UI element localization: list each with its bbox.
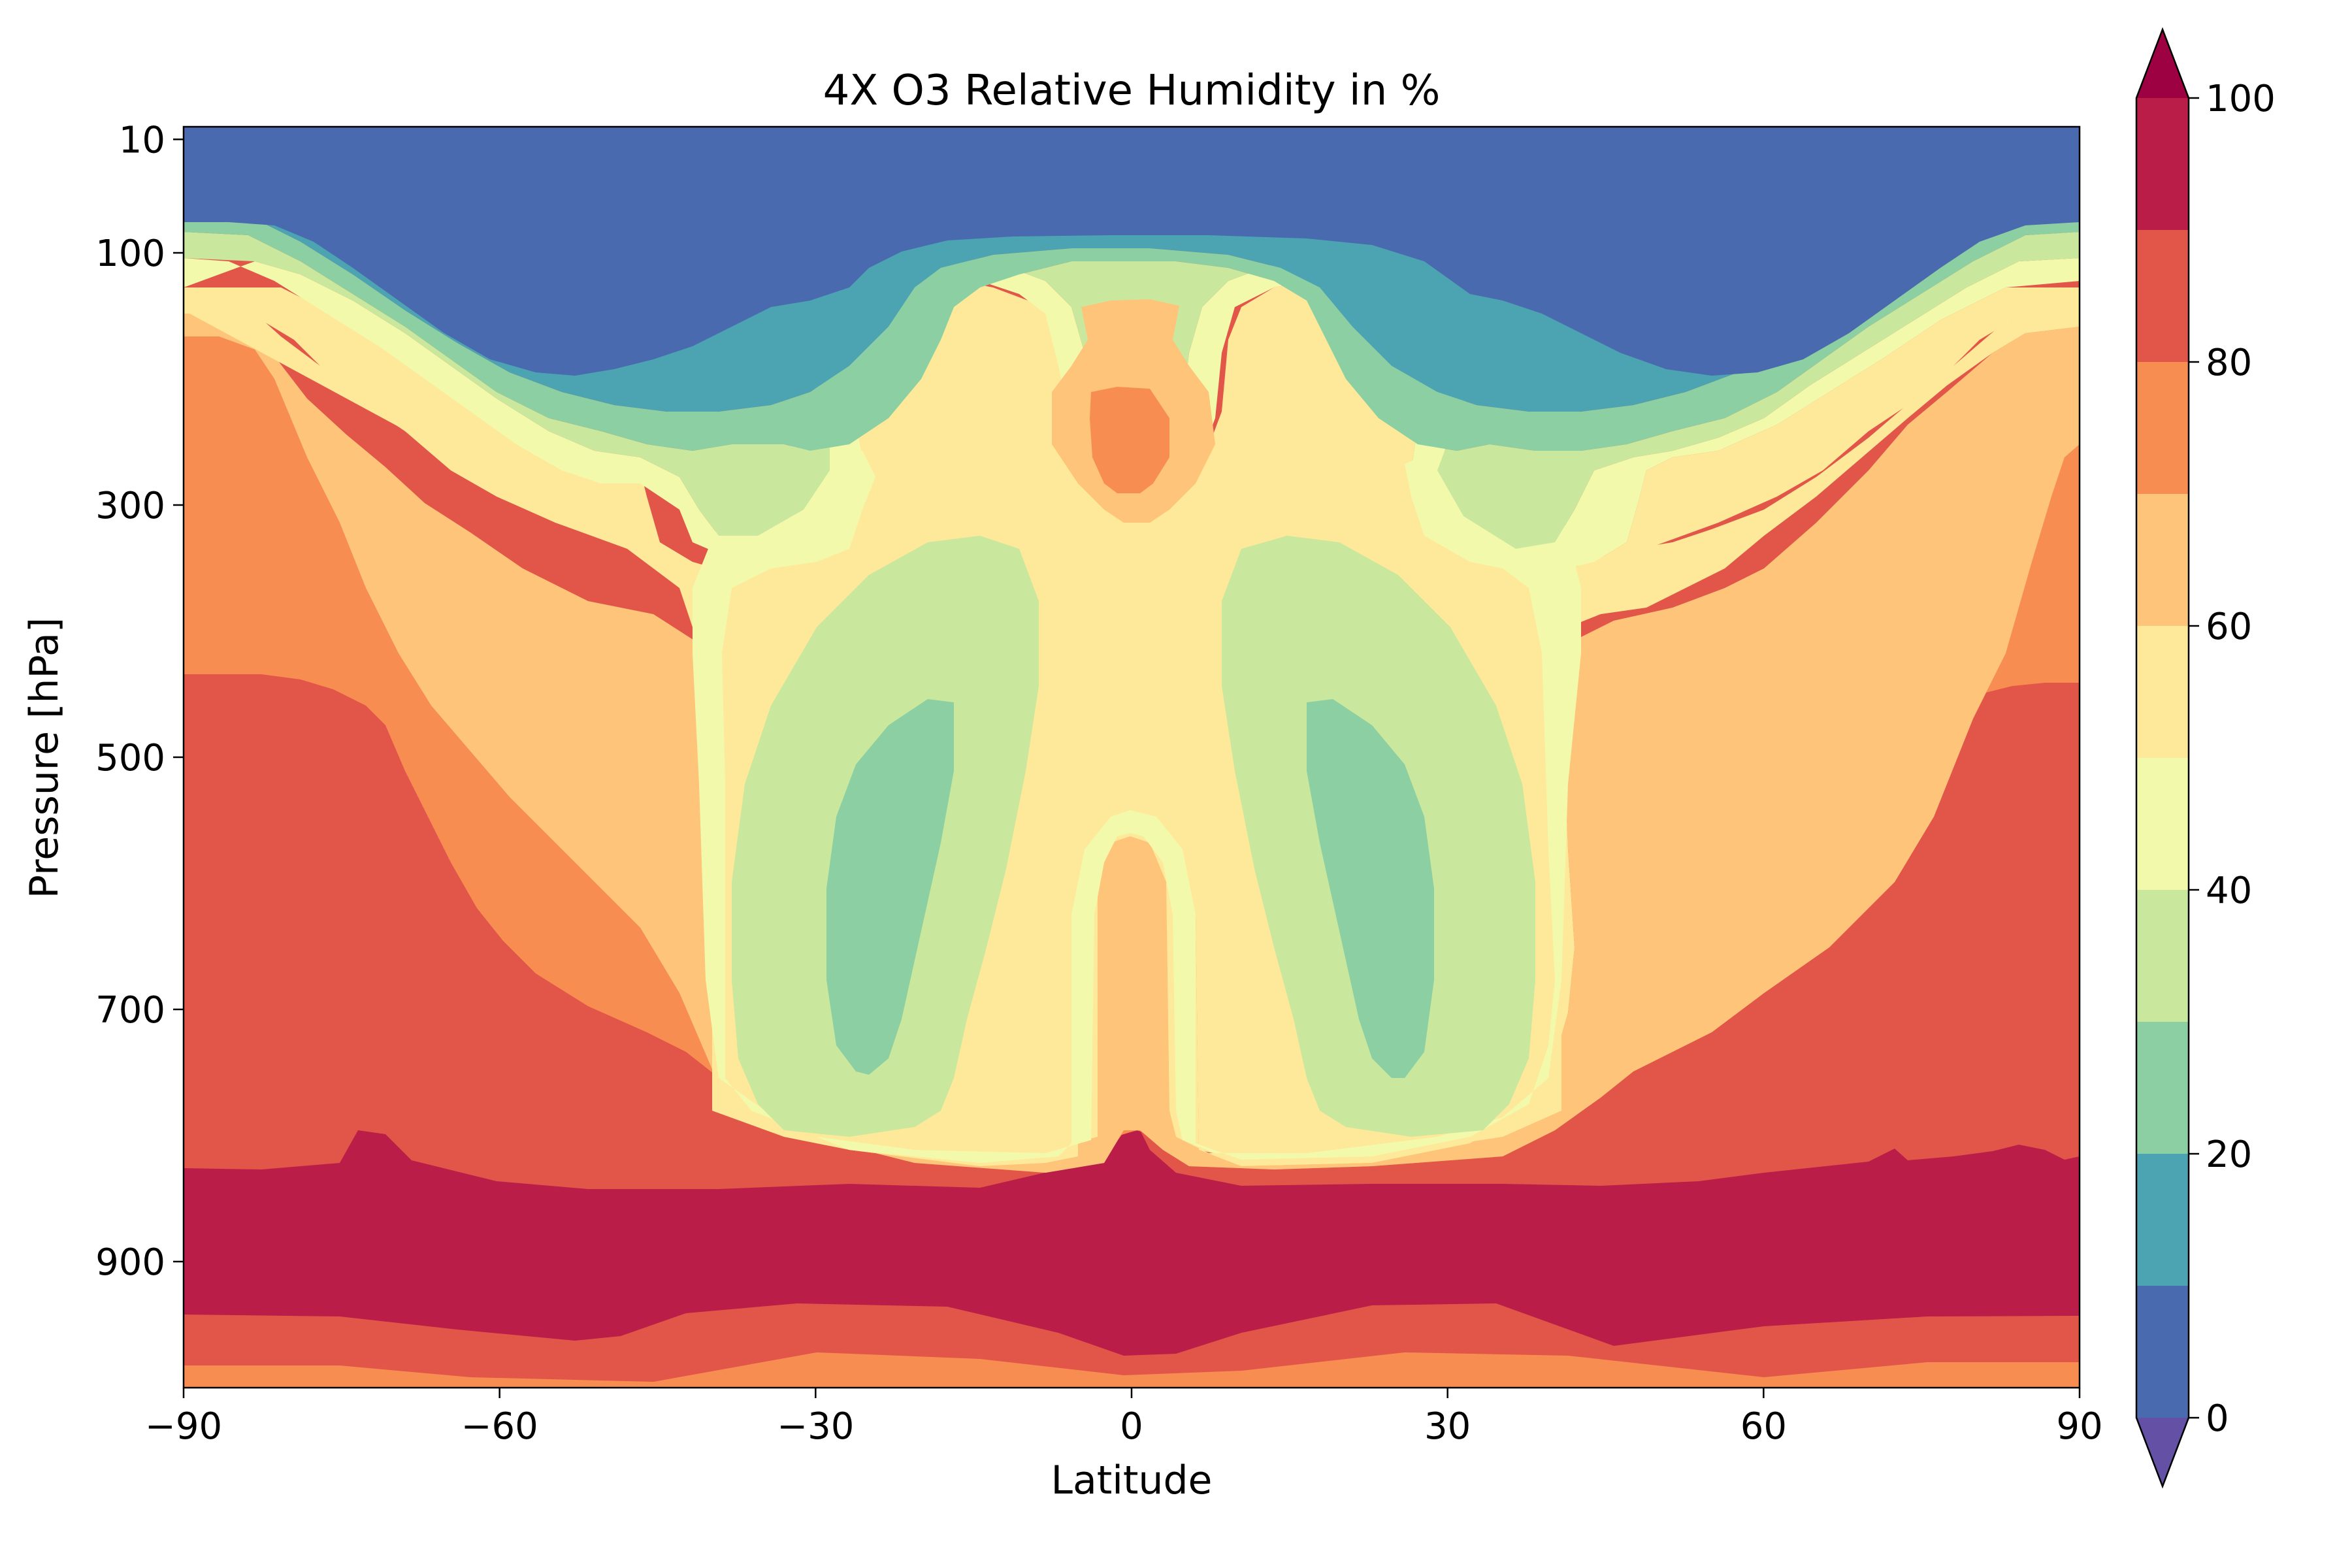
x-tick-label: 60 — [1740, 1405, 1787, 1448]
plot-area — [184, 127, 2080, 1388]
contour-band-surface-70-80 — [184, 1352, 2080, 1388]
x-axis-label: Latitude — [1051, 1458, 1213, 1503]
contour-band-60-70 — [184, 310, 2080, 1173]
colorbar-extend-over — [2136, 29, 2189, 98]
y-tick-label: 100 — [95, 233, 165, 275]
colorbar: 0 20 40 60 80 100 — [2135, 27, 2276, 1489]
contour-band-troposphere-70-80 — [184, 336, 2080, 1173]
contour-band-inner-50-60 — [184, 274, 2080, 1166]
x-tick-label: 30 — [1424, 1405, 1471, 1448]
colorbar-tick-label: 80 — [2206, 342, 2252, 384]
colorbar-segment — [2136, 890, 2189, 1022]
x-tick-label: −90 — [145, 1405, 222, 1448]
contour-band-equatorial-70-80 — [1090, 387, 1169, 493]
colorbar-segment — [2136, 362, 2189, 494]
contour-band-upper-40-50 — [184, 255, 2080, 575]
colorbar-tick-label: 0 — [2206, 1397, 2229, 1440]
y-tick-label: 900 — [95, 1241, 165, 1284]
y-axis-ticks: 10 100 300 500 700 900 — [95, 119, 184, 1284]
x-axis-ticks: −90 −60 −30 0 30 60 90 — [145, 1388, 2103, 1448]
y-tick-label: 500 — [95, 737, 165, 779]
colorbar-tick-label: 40 — [2206, 870, 2252, 912]
colorbar-segment — [2136, 494, 2189, 626]
colorbar-segment — [2136, 1022, 2189, 1154]
y-axis-label: Pressure [hPa] — [22, 617, 67, 898]
x-tick-label: 90 — [2056, 1405, 2102, 1448]
contour-band-lobe-left-20-30 — [826, 699, 954, 1075]
x-tick-label: −60 — [461, 1405, 538, 1448]
colorbar-segment — [2136, 98, 2189, 230]
chart-title: 4X O3 Relative Humidity in % — [823, 67, 1441, 115]
colorbar-tick-label: 60 — [2206, 606, 2252, 648]
contour-band-lobe-right-20-30 — [1307, 699, 1434, 1078]
colorbar-segment — [2136, 626, 2189, 758]
contour-band-upper-20-30 — [184, 212, 2080, 451]
colorbar-segment — [2136, 758, 2189, 890]
x-tick-label: 0 — [1120, 1405, 1143, 1448]
contour-band-stratosphere-0-10 — [184, 127, 2080, 376]
colorbar-segment — [2136, 1286, 2189, 1418]
colorbar-segment — [2136, 230, 2189, 362]
x-tick-label: −30 — [777, 1405, 854, 1448]
colorbar-extend-under — [2136, 1418, 2189, 1486]
colorbar-tick-label: 100 — [2206, 78, 2276, 120]
y-tick-label: 10 — [119, 119, 165, 161]
y-tick-label: 700 — [95, 989, 165, 1032]
y-tick-label: 300 — [95, 485, 165, 527]
contour-band-boundary-90-100 — [184, 1130, 2080, 1356]
colorbar-segment — [2136, 1154, 2189, 1286]
colorbar-tick-label: 20 — [2206, 1134, 2252, 1176]
